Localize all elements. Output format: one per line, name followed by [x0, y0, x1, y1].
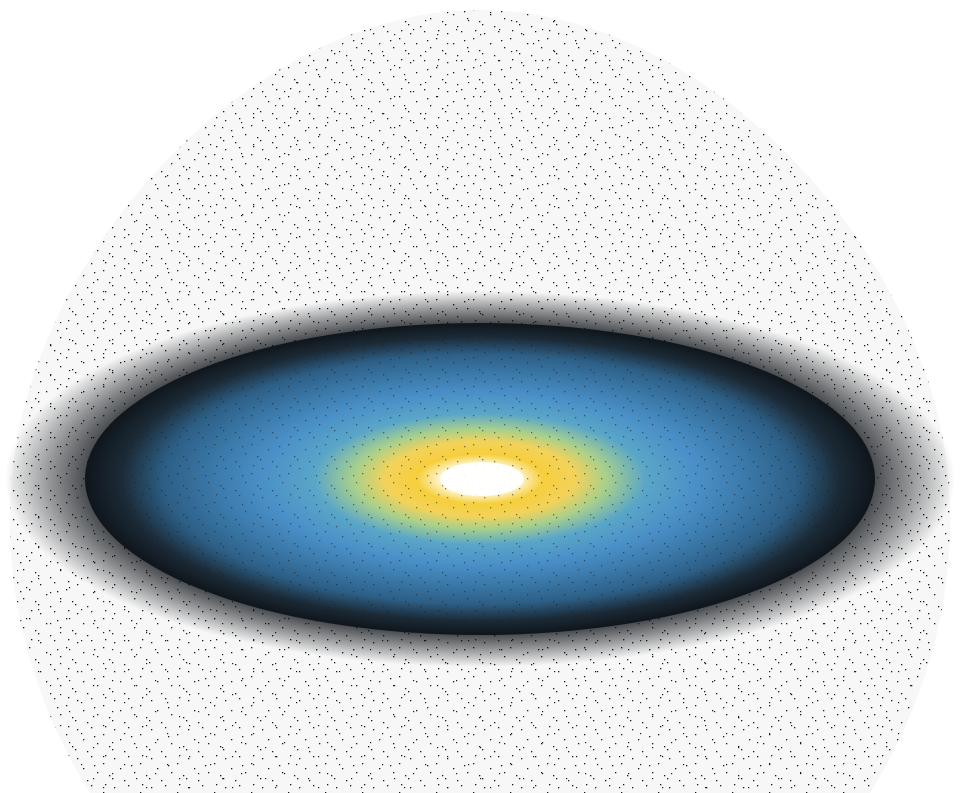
galaxy-core [440, 462, 524, 496]
